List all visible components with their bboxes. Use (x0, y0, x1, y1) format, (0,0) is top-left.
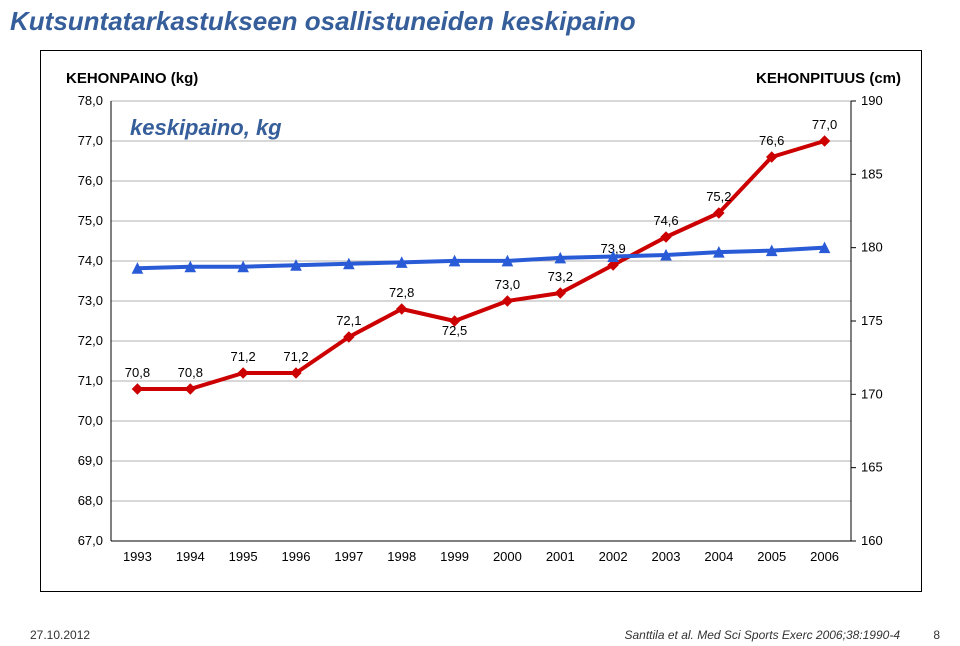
svg-text:75,2: 75,2 (706, 189, 731, 204)
footer-date: 27.10.2012 (30, 628, 90, 642)
svg-text:160: 160 (861, 533, 883, 548)
series-label-keskipaino: keskipaino, kg (130, 115, 282, 141)
svg-text:185: 185 (861, 166, 883, 181)
svg-text:78,0: 78,0 (78, 93, 103, 108)
svg-text:170: 170 (861, 386, 883, 401)
svg-text:67,0: 67,0 (78, 533, 103, 548)
svg-text:77,0: 77,0 (812, 117, 837, 132)
svg-text:2001: 2001 (546, 549, 575, 564)
svg-text:72,0: 72,0 (78, 333, 103, 348)
svg-text:2006: 2006 (810, 549, 839, 564)
svg-text:1996: 1996 (282, 549, 311, 564)
svg-text:1997: 1997 (334, 549, 363, 564)
svg-text:73,0: 73,0 (495, 277, 520, 292)
svg-text:70,8: 70,8 (125, 365, 150, 380)
page-title: Kutsuntatarkastukseen osallistuneiden ke… (0, 0, 960, 37)
svg-text:76,0: 76,0 (78, 173, 103, 188)
svg-text:72,5: 72,5 (442, 323, 467, 338)
svg-text:KEHONPITUUS (cm): KEHONPITUUS (cm) (756, 70, 901, 87)
svg-text:75,0: 75,0 (78, 213, 103, 228)
svg-text:71,2: 71,2 (230, 349, 255, 364)
svg-text:74,6: 74,6 (653, 213, 678, 228)
svg-text:72,1: 72,1 (336, 313, 361, 328)
svg-text:2005: 2005 (757, 549, 786, 564)
svg-text:180: 180 (861, 240, 883, 255)
svg-text:71,0: 71,0 (78, 373, 103, 388)
svg-text:1998: 1998 (387, 549, 416, 564)
svg-text:1994: 1994 (176, 549, 205, 564)
svg-text:KEHONPAINO (kg): KEHONPAINO (kg) (66, 70, 198, 87)
svg-text:76,6: 76,6 (759, 133, 784, 148)
svg-text:175: 175 (861, 313, 883, 328)
svg-text:2002: 2002 (599, 549, 628, 564)
svg-text:165: 165 (861, 460, 883, 475)
svg-text:69,0: 69,0 (78, 453, 103, 468)
svg-text:73,0: 73,0 (78, 293, 103, 308)
svg-text:2004: 2004 (704, 549, 733, 564)
svg-text:77,0: 77,0 (78, 133, 103, 148)
svg-text:190: 190 (861, 93, 883, 108)
footer-source: Santtila et al. Med Sci Sports Exerc 200… (625, 628, 901, 642)
svg-text:2000: 2000 (493, 549, 522, 564)
svg-text:70,0: 70,0 (78, 413, 103, 428)
svg-text:72,8: 72,8 (389, 285, 414, 300)
svg-text:70,8: 70,8 (178, 365, 203, 380)
svg-text:2003: 2003 (652, 549, 681, 564)
svg-text:1999: 1999 (440, 549, 469, 564)
svg-text:68,0: 68,0 (78, 493, 103, 508)
svg-text:1995: 1995 (229, 549, 258, 564)
svg-text:74,0: 74,0 (78, 253, 103, 268)
svg-text:73,2: 73,2 (548, 269, 573, 284)
svg-text:1993: 1993 (123, 549, 152, 564)
svg-text:71,2: 71,2 (283, 349, 308, 364)
footer-page: 8 (933, 628, 940, 642)
